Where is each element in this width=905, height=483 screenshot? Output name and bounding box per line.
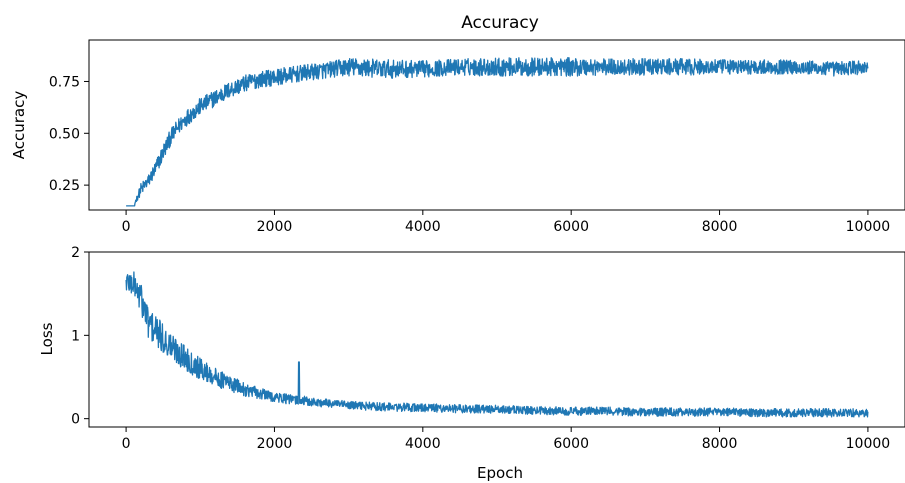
- accuracy-ylabel: Accuracy: [10, 91, 28, 160]
- loss-y-ticks: 0 1 2: [71, 245, 89, 428]
- accuracy-xtick-label: 4000: [405, 219, 441, 235]
- loss-xtick-label: 2000: [257, 436, 293, 452]
- loss-ytick-label: 1: [71, 328, 80, 344]
- accuracy-series: [125, 56, 869, 207]
- accuracy-axes-frame: [88, 39, 905, 211]
- loss-ytick-label: 2: [71, 245, 80, 261]
- accuracy-ytick-label: 0.75: [49, 74, 80, 90]
- loss-xtick-label: 8000: [702, 436, 738, 452]
- accuracy-xtick-label: 8000: [702, 219, 738, 235]
- loss-xtick-label: 0: [122, 436, 131, 452]
- loss-xtick-label: 10000: [846, 436, 891, 452]
- loss-xtick-label: 4000: [405, 436, 441, 452]
- loss-xlabel: Epoch: [477, 464, 523, 482]
- loss-ytick-label: 0: [71, 412, 80, 428]
- accuracy-ytick-label: 0.50: [49, 126, 80, 142]
- accuracy-xtick-label: 6000: [553, 219, 589, 235]
- loss-axes-frame: [88, 251, 905, 428]
- accuracy-ytick-label: 0.25: [49, 178, 80, 194]
- loss-ylabel: Loss: [38, 322, 56, 355]
- accuracy-subplot: Accuracy 0 2000 4000 6000 8000 10000 0.25 0.50…: [10, 13, 905, 235]
- accuracy-line: [125, 56, 869, 207]
- loss-line: [125, 271, 869, 418]
- loss-x-ticks: 0 2000 4000 6000 8000 10000: [122, 427, 891, 452]
- accuracy-y-ticks: 0.25 0.50 0.75: [49, 74, 89, 194]
- loss-xtick-label: 6000: [553, 436, 589, 452]
- accuracy-xtick-label: 2000: [257, 219, 293, 235]
- accuracy-xtick-label: 0: [122, 219, 131, 235]
- loss-subplot: 0 2000 4000 6000 8000 10000 0 1 2 Loss Epoch: [38, 245, 905, 482]
- accuracy-title: Accuracy: [461, 13, 539, 33]
- accuracy-xtick-label: 10000: [846, 219, 891, 235]
- loss-series: [125, 271, 869, 418]
- accuracy-x-ticks: 0 2000 4000 6000 8000 10000: [122, 210, 891, 235]
